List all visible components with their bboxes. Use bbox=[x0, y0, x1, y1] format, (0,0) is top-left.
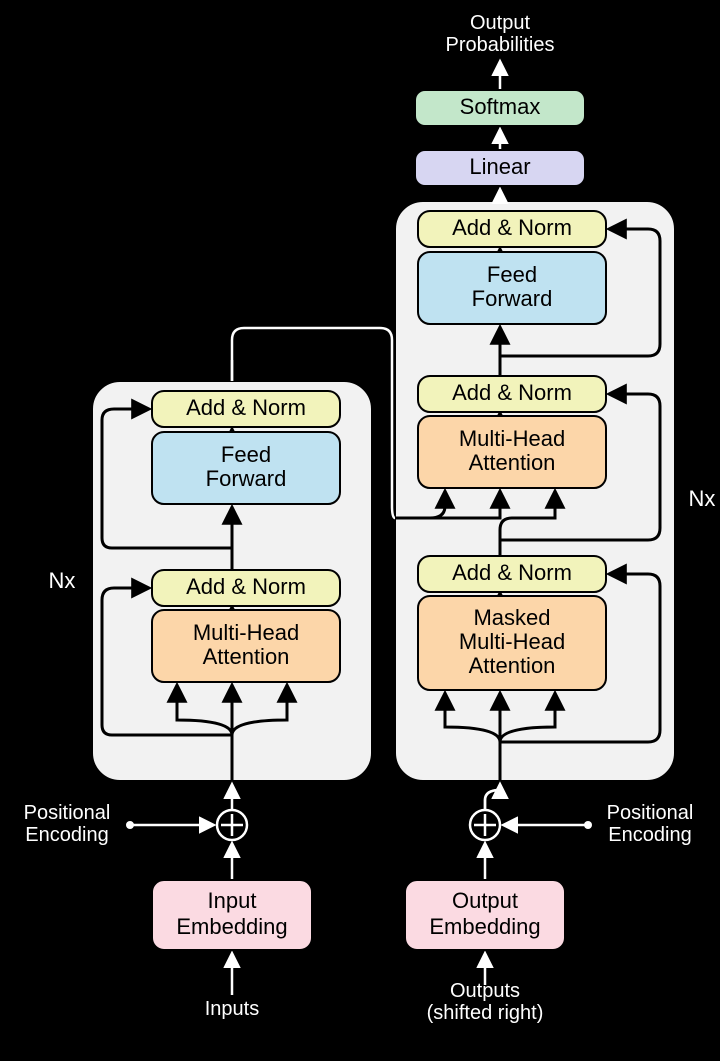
encoder-nx-label: Nx bbox=[49, 568, 76, 593]
attention-label: Multi-HeadAttention bbox=[193, 620, 299, 669]
decoder-nx-label: Nx bbox=[689, 486, 716, 511]
addnorm-label: Add & Norm bbox=[452, 380, 572, 405]
attention-label: MaskedMulti-HeadAttention bbox=[459, 605, 565, 678]
pos-enc-right-label: PositionalEncoding bbox=[607, 802, 694, 846]
outputs-label: Outputs(shifted right) bbox=[427, 980, 544, 1024]
inputs-label: Inputs bbox=[205, 998, 259, 1020]
addnorm-label: Add & Norm bbox=[452, 215, 572, 240]
svg-text:Softmax: Softmax bbox=[460, 94, 541, 119]
output-prob-label: OutputProbabilities bbox=[446, 12, 555, 56]
addnorm-label: Add & Norm bbox=[452, 560, 572, 585]
addnorm-label: Add & Norm bbox=[186, 574, 306, 599]
attention-label: Multi-HeadAttention bbox=[459, 426, 565, 475]
svg-text:Linear: Linear bbox=[469, 154, 530, 179]
addnorm-label: Add & Norm bbox=[186, 395, 306, 420]
pos-enc-left-label: PositionalEncoding bbox=[24, 802, 111, 846]
